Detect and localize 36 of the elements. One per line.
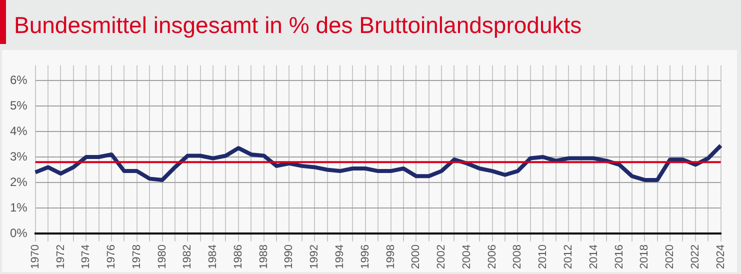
x-tick-label: 1994 (334, 244, 346, 270)
x-tick-label: 2020 (664, 244, 676, 270)
x-tick-label: 1982 (182, 244, 194, 270)
y-tick-label: 3% (10, 149, 28, 164)
y-tick-label: 2% (10, 174, 28, 189)
x-tick-label: 1974 (80, 244, 92, 270)
y-tick-label: 0% (10, 226, 28, 240)
x-tick-label: 1986 (232, 244, 244, 270)
x-tick-label: 2004 (460, 244, 473, 270)
x-tick-label: 2022 (689, 244, 702, 270)
x-tick-label: 2024 (714, 244, 727, 270)
x-tick-label: 2018 (638, 244, 651, 270)
y-tick-label: 6% (10, 72, 28, 87)
x-tick-label: 1998 (384, 244, 397, 270)
x-tick-label: 1988 (258, 244, 270, 270)
x-tick-label: 2010 (537, 244, 550, 270)
y-tick-label: 5% (10, 98, 28, 112)
x-tick-label: 1992 (308, 244, 321, 270)
x-tick-label: 2002 (436, 244, 448, 270)
chart-title: Bundesmittel insgesamt in % des Bruttoinlandsprodukts (14, 12, 582, 39)
x-tick-label: 2016 (613, 244, 626, 270)
x-tick-label: 1996 (359, 244, 372, 270)
x-tick-label: 1970 (29, 244, 42, 270)
x-tick-label: 2006 (486, 244, 498, 270)
x-tick-label: 1984 (207, 244, 220, 270)
x-tick-label: 1978 (130, 244, 143, 270)
x-tick-label: 1990 (283, 244, 296, 270)
x-tick-label: 2000 (410, 244, 422, 270)
x-tick-label: 1980 (156, 244, 168, 270)
y-tick-label: 1% (10, 200, 28, 214)
x-tick-label: 1972 (54, 244, 67, 270)
x-tick-label: 2014 (588, 244, 600, 270)
y-tick-label: 4% (10, 124, 28, 138)
x-tick-label: 1976 (106, 244, 118, 270)
x-tick-label: 2008 (512, 244, 524, 270)
x-tick-label: 2012 (562, 244, 575, 270)
